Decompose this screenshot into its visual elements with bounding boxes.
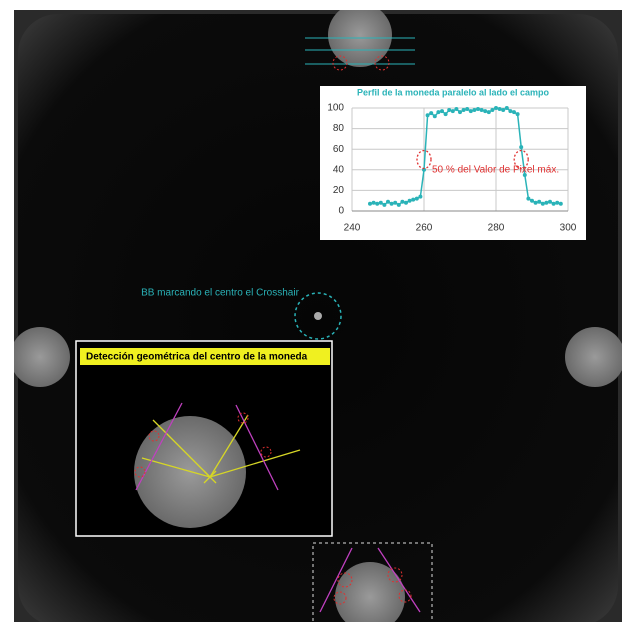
data-point: [533, 200, 538, 205]
y-tick-label: 40: [333, 164, 345, 175]
y-tick-label: 80: [333, 123, 345, 134]
data-point: [443, 112, 448, 117]
data-point: [436, 110, 441, 115]
data-point: [371, 200, 376, 205]
data-point: [447, 108, 452, 113]
center-lines: [141, 414, 301, 484]
data-point: [396, 202, 401, 207]
data-point: [537, 199, 542, 204]
chart-background: [320, 86, 586, 240]
y-tick-label: 100: [327, 103, 344, 114]
data-point: [440, 109, 444, 114]
data-point: [504, 106, 509, 110]
data-point: [551, 201, 556, 206]
data-point: [544, 200, 549, 205]
data-point: [454, 107, 459, 112]
data-point: [530, 198, 534, 203]
data-point: [512, 110, 516, 115]
bb-label: BB marcando el centro el Crosshair: [141, 288, 300, 299]
chart-annotation: 50 % del Valor de Pixel máx.: [432, 164, 559, 175]
crosshair-circle: [294, 292, 342, 340]
data-point: [472, 108, 477, 113]
data-point: [468, 109, 473, 114]
data-point: [540, 201, 545, 206]
edge-markers: [332, 55, 390, 71]
data-point: [404, 200, 408, 205]
edge-points: [134, 412, 272, 478]
data-point: [429, 111, 434, 116]
data-point: [494, 106, 498, 110]
data-point: [479, 108, 484, 113]
data-point: [393, 200, 398, 205]
data-point: [425, 113, 430, 118]
data-point: [515, 112, 520, 117]
bottom-edge-points: [333, 567, 412, 605]
x-tick-label: 300: [560, 223, 577, 234]
coin-right: [565, 327, 622, 387]
detection-label: Detección geométrica del centro de la mo…: [86, 352, 308, 363]
y-tick-label: 20: [333, 185, 345, 196]
chart-title: Perfil de la moneda paralelo al lado el …: [357, 87, 550, 97]
data-point: [555, 200, 560, 205]
data-point: [407, 198, 412, 203]
half-max-marker: [513, 149, 529, 170]
data-point: [389, 201, 394, 206]
y-tick-label: 0: [338, 206, 344, 217]
x-tick-label: 280: [488, 223, 505, 234]
data-point: [418, 194, 423, 199]
data-point: [508, 109, 513, 114]
data-point: [375, 201, 380, 206]
data-point: [486, 110, 491, 115]
data-point: [450, 109, 455, 114]
data-point: [411, 197, 416, 202]
profile-lines: [305, 37, 415, 65]
x-tick-label: 240: [344, 223, 361, 234]
data-point: [414, 196, 419, 201]
half-max-marker: [416, 149, 432, 170]
x-tick-label: 260: [416, 223, 433, 234]
data-point: [400, 199, 405, 204]
bottom-edge-lines: [319, 547, 421, 613]
data-point: [501, 108, 506, 113]
data-point: [497, 107, 502, 112]
coin-top: [328, 10, 392, 67]
y-tick-label: 60: [333, 144, 345, 155]
data-point: [548, 199, 552, 204]
data-point: [368, 201, 372, 206]
data-point: [461, 108, 466, 113]
data-point: [386, 199, 390, 204]
data-point: [465, 107, 470, 112]
edge-lines: [135, 402, 279, 491]
coin-bottom: [335, 562, 405, 622]
data-point: [432, 114, 437, 119]
data-point: [458, 110, 462, 115]
data-point: [382, 202, 387, 207]
label-bg: [80, 348, 330, 365]
data-point: [483, 109, 488, 114]
data-point: [476, 107, 480, 112]
data-point: [558, 201, 563, 206]
data-point: [490, 108, 495, 113]
bb: [314, 312, 322, 320]
data-point: [522, 172, 527, 177]
data-point: [378, 200, 383, 205]
coin-left: [14, 327, 70, 387]
profile-chart: Perfil de la moneda paralelo al lado el …: [320, 86, 586, 240]
data-point: [519, 145, 524, 150]
data-point: [526, 196, 531, 201]
